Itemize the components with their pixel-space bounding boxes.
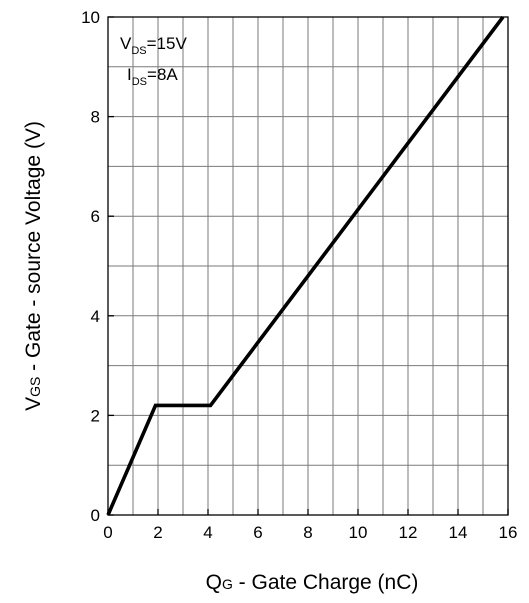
x-tick-label: 6 [253,523,262,542]
annotation-box: VDS=15V IDS=8A [120,34,187,88]
x-tick-label: 8 [303,523,312,542]
grid [108,17,508,515]
annotation-ids-main: I [127,65,132,84]
x-axis-label-main: Q [206,571,222,594]
y-tick-label: 10 [81,8,100,27]
x-tick-label: 4 [203,523,212,542]
x-tick-label: 14 [449,523,468,542]
y-axis-label-sub: GS [27,377,43,397]
annotation-ids: IDS=8A [127,65,178,88]
y-tick-label: 0 [91,506,100,525]
axis-ticks [107,16,509,516]
x-tick-label: 2 [153,523,162,542]
annotation-ids-value: =8A [147,65,178,84]
x-tick-label: 12 [399,523,418,542]
y-tick-label: 4 [91,307,100,326]
y-axis-label: VGS - Gate - source Voltage (V) [22,121,45,411]
annotation-vds: VDS=15V [120,34,187,57]
tick-labels: 0 2 4 6 8 10 12 14 16 0 2 4 6 8 10 [81,8,517,542]
x-tick-label: 0 [103,523,112,542]
y-tick-label: 2 [91,406,100,425]
annotation-vds-main: V [120,34,132,53]
y-tick-label: 6 [91,207,100,226]
annotation-vds-sub: DS [131,45,146,57]
annotation-ids-sub: DS [132,76,147,88]
x-axis-label-sub: G [222,576,233,592]
y-axis-label-rest: - Gate - source Voltage (V) [22,121,45,377]
x-tick-label: 16 [499,523,518,542]
series-line [106,15,505,516]
x-axis-label-rest: - Gate Charge (nC) [233,571,419,594]
annotation-vds-value: =15V [147,34,188,53]
x-axis-label: QG - Gate Charge (nC) [206,571,419,594]
series-layer [106,15,505,516]
y-tick-label: 8 [91,108,100,127]
y-axis-label-main: V [22,397,45,411]
x-tick-label: 10 [349,523,368,542]
